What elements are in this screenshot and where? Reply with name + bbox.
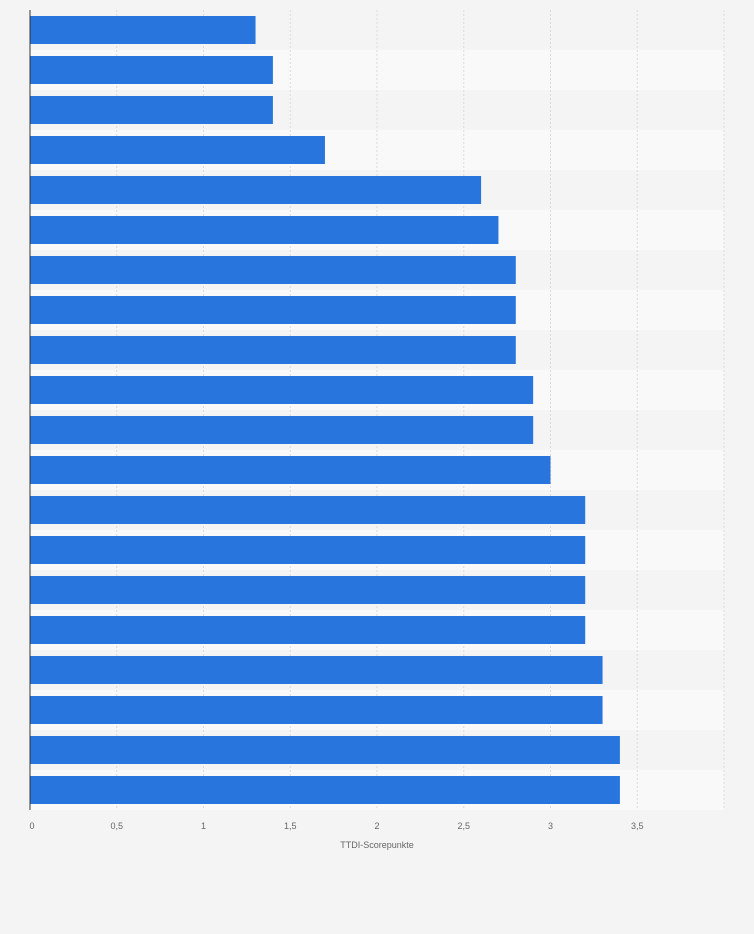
bar[interactable] <box>30 696 603 724</box>
bar[interactable] <box>30 56 273 84</box>
bar[interactable] <box>30 456 551 484</box>
x-tick-label: 0,5 <box>110 821 123 831</box>
x-axis-label: TTDI-Scorepunkte <box>340 840 414 850</box>
bar[interactable] <box>30 216 499 244</box>
x-tick-label: 2 <box>374 821 379 831</box>
bar[interactable] <box>30 296 516 324</box>
bar[interactable] <box>30 256 516 284</box>
bar[interactable] <box>30 416 534 444</box>
bars <box>30 16 620 804</box>
x-tick-label: 3,5 <box>631 821 644 831</box>
bar[interactable] <box>30 616 586 644</box>
bar[interactable] <box>30 736 620 764</box>
bar[interactable] <box>30 496 586 524</box>
bar[interactable] <box>30 576 586 604</box>
x-tick-label: 1 <box>201 821 206 831</box>
x-tick-label: 0 <box>29 821 34 831</box>
x-axis-ticks: 0 0,5 1 1,5 2 2,5 3 3,5 <box>29 821 643 831</box>
bar[interactable] <box>30 136 325 164</box>
x-tick-label: 2,5 <box>457 821 470 831</box>
bar[interactable] <box>30 16 256 44</box>
bar[interactable] <box>30 536 586 564</box>
x-tick-label: 1,5 <box>284 821 297 831</box>
x-tick-label: 3 <box>548 821 553 831</box>
bar[interactable] <box>30 656 603 684</box>
bar[interactable] <box>30 376 534 404</box>
bar[interactable] <box>30 336 516 364</box>
bar[interactable] <box>30 96 273 124</box>
bar[interactable] <box>30 776 620 804</box>
bar[interactable] <box>30 176 482 204</box>
